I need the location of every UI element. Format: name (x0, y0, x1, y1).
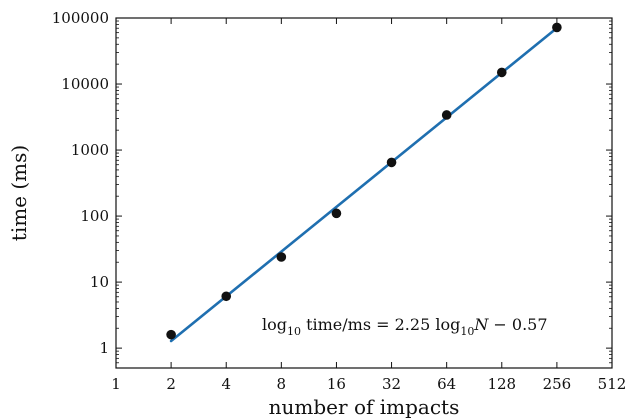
x-tick-label: 1 (111, 375, 121, 393)
x-tick-label: 4 (221, 375, 231, 393)
data-point (552, 22, 562, 33)
annotation-variable: N (473, 315, 489, 334)
y-tick-label: 1000 (71, 141, 109, 159)
annotation-log-1: log (262, 315, 287, 334)
x-tick-label: 2 (166, 375, 176, 393)
x-tick-label: 32 (382, 375, 401, 393)
y-axis-ticks: 1 10 100 1000 10000 100000 (52, 9, 612, 369)
y-tick-label: 1 (99, 339, 109, 357)
x-tick-label: 256 (543, 375, 572, 393)
data-point (331, 208, 342, 219)
data-point (496, 67, 507, 78)
y-tick-label: 10 (90, 273, 109, 291)
x-tick-label: 128 (487, 375, 516, 393)
x-tick-label: 64 (437, 375, 456, 393)
annotation-subscript-1: 10 (287, 325, 301, 338)
x-tick-label: 16 (327, 375, 346, 393)
fit-line (169, 26, 559, 343)
data-points-layer (166, 22, 562, 340)
data-point (386, 157, 397, 168)
annotation-tail: − 0.57 (488, 315, 547, 334)
data-point (221, 291, 232, 302)
y-tick-label: 100000 (52, 9, 109, 27)
x-tick-label: 512 (598, 375, 627, 393)
data-point (166, 329, 176, 340)
y-axis-label: time (ms) (7, 145, 31, 241)
fit-equation-annotation: log10 time/ms = 2.25 log10N − 0.57 (262, 315, 548, 338)
plot-frame (115, 17, 613, 369)
x-axis-ticks: 1 2 4 8 16 32 64 128 256 512 (111, 18, 626, 393)
data-point (276, 252, 287, 262)
y-tick-label: 10000 (61, 75, 109, 93)
x-axis-label: number of impacts (269, 395, 460, 419)
y-tick-label: 100 (80, 207, 109, 225)
x-tick-label: 8 (277, 375, 287, 393)
fit-line-layer (169, 26, 559, 343)
annotation-middle: time/ms = 2.25 log (301, 315, 460, 334)
annotation-subscript-2: 10 (460, 325, 474, 338)
data-point (441, 110, 452, 120)
